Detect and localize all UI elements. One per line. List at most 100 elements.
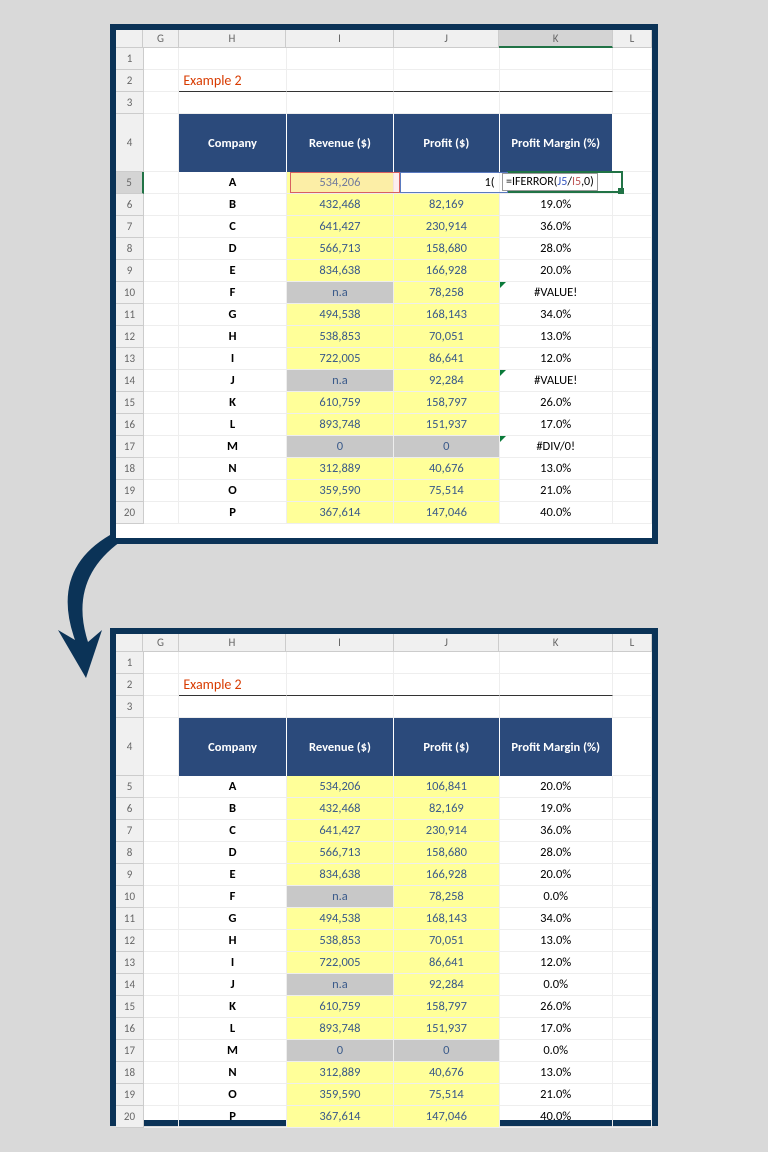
cell[interactable] bbox=[613, 930, 652, 952]
margin-cell[interactable]: 17.0% bbox=[500, 1018, 613, 1040]
row-header-6[interactable]: 6 bbox=[116, 194, 144, 216]
company-cell[interactable]: N bbox=[179, 1062, 286, 1084]
row-header-20[interactable]: 20 bbox=[116, 1106, 144, 1128]
row-header-19[interactable]: 19 bbox=[116, 480, 144, 502]
cell[interactable] bbox=[144, 92, 179, 114]
company-cell[interactable]: P bbox=[179, 502, 286, 524]
cell[interactable] bbox=[144, 348, 179, 370]
cell[interactable] bbox=[613, 1106, 652, 1128]
cell[interactable] bbox=[500, 674, 613, 696]
row-header-13[interactable]: 13 bbox=[116, 952, 144, 974]
revenue-cell[interactable]: 367,614 bbox=[287, 502, 394, 524]
cell[interactable] bbox=[613, 952, 652, 974]
revenue-cell[interactable]: 0 bbox=[287, 1040, 394, 1062]
column-header-H[interactable]: H bbox=[179, 30, 287, 48]
company-cell[interactable]: O bbox=[179, 480, 286, 502]
profit-cell[interactable]: 147,046 bbox=[394, 1106, 499, 1128]
margin-cell[interactable]: 13.0% bbox=[500, 458, 613, 480]
cell[interactable] bbox=[144, 480, 179, 502]
margin-cell[interactable]: 12.0% bbox=[500, 348, 613, 370]
row-header-16[interactable]: 16 bbox=[116, 414, 144, 436]
cell[interactable] bbox=[287, 70, 394, 92]
revenue-cell[interactable]: 893,748 bbox=[287, 414, 394, 436]
row-header-6[interactable]: 6 bbox=[116, 798, 144, 820]
cell[interactable] bbox=[144, 370, 179, 392]
cell[interactable] bbox=[144, 304, 179, 326]
table-header[interactable]: Profit ($) bbox=[394, 718, 499, 776]
row-header-13[interactable]: 13 bbox=[116, 348, 144, 370]
revenue-cell[interactable]: 641,427 bbox=[287, 820, 394, 842]
company-cell[interactable]: K bbox=[179, 392, 286, 414]
table-header[interactable]: Company bbox=[179, 114, 286, 172]
company-cell[interactable]: G bbox=[179, 908, 286, 930]
cell[interactable] bbox=[613, 1062, 652, 1084]
profit-cell[interactable]: 151,937 bbox=[394, 414, 499, 436]
margin-cell[interactable]: 20.0% bbox=[500, 864, 613, 886]
revenue-cell[interactable]: 893,748 bbox=[287, 1018, 394, 1040]
cell[interactable] bbox=[613, 216, 652, 238]
profit-cell[interactable]: 40,676 bbox=[394, 458, 499, 480]
profit-cell[interactable]: 86,641 bbox=[394, 952, 499, 974]
profit-cell[interactable]: 147,046 bbox=[394, 502, 499, 524]
revenue-cell[interactable]: 367,614 bbox=[287, 1106, 394, 1128]
cell[interactable] bbox=[144, 436, 179, 458]
profit-cell[interactable]: 230,914 bbox=[394, 216, 499, 238]
margin-cell[interactable]: 40.0% bbox=[500, 1106, 613, 1128]
margin-cell[interactable]: 20.0% bbox=[500, 260, 613, 282]
cell[interactable] bbox=[613, 458, 652, 480]
company-cell[interactable]: B bbox=[179, 194, 286, 216]
cell[interactable] bbox=[500, 696, 613, 718]
margin-cell[interactable]: 28.0% bbox=[500, 238, 613, 260]
profit-cell[interactable]: 168,143 bbox=[394, 304, 499, 326]
column-header-L[interactable]: L bbox=[613, 30, 652, 48]
row-header-5[interactable]: 5 bbox=[116, 776, 144, 798]
cell[interactable] bbox=[144, 776, 179, 798]
row-header-8[interactable]: 8 bbox=[116, 842, 144, 864]
cell[interactable] bbox=[144, 696, 179, 718]
cell[interactable] bbox=[179, 696, 286, 718]
company-cell[interactable]: M bbox=[179, 436, 286, 458]
title-cell[interactable]: Example 2 bbox=[179, 70, 286, 92]
cell[interactable] bbox=[613, 304, 652, 326]
cell[interactable] bbox=[613, 502, 652, 524]
revenue-cell[interactable]: 722,005 bbox=[287, 348, 394, 370]
cell[interactable] bbox=[613, 114, 652, 172]
cell[interactable] bbox=[613, 48, 652, 70]
cell[interactable] bbox=[144, 952, 179, 974]
revenue-cell[interactable]: n.a bbox=[287, 974, 394, 996]
margin-cell[interactable]: 34.0% bbox=[500, 304, 613, 326]
revenue-cell[interactable]: n.a bbox=[287, 886, 394, 908]
cell[interactable] bbox=[613, 480, 652, 502]
revenue-cell[interactable]: 834,638 bbox=[287, 864, 394, 886]
table-header[interactable]: Profit Margin (%) bbox=[500, 718, 613, 776]
row-header-15[interactable]: 15 bbox=[116, 996, 144, 1018]
company-cell[interactable]: G bbox=[179, 304, 286, 326]
row-header-20[interactable]: 20 bbox=[116, 502, 144, 524]
company-cell[interactable]: C bbox=[179, 216, 286, 238]
cell[interactable] bbox=[287, 48, 394, 70]
profit-cell[interactable]: 40,676 bbox=[394, 1062, 499, 1084]
cell[interactable] bbox=[179, 652, 286, 674]
column-header-J[interactable]: J bbox=[394, 30, 500, 48]
cell[interactable] bbox=[500, 652, 613, 674]
cell[interactable] bbox=[287, 652, 394, 674]
profit-cell[interactable]: 70,051 bbox=[394, 930, 499, 952]
cell[interactable] bbox=[613, 370, 652, 392]
cell[interactable] bbox=[613, 996, 652, 1018]
profit-cell[interactable]: 158,680 bbox=[394, 238, 499, 260]
company-cell[interactable]: H bbox=[179, 326, 286, 348]
row-header-10[interactable]: 10 bbox=[116, 282, 144, 304]
cell[interactable] bbox=[613, 326, 652, 348]
cell[interactable] bbox=[144, 1040, 179, 1062]
cell[interactable] bbox=[287, 696, 394, 718]
company-cell[interactable]: M bbox=[179, 1040, 286, 1062]
column-header-G[interactable]: G bbox=[143, 634, 178, 652]
table-header[interactable]: Revenue ($) bbox=[287, 114, 394, 172]
revenue-cell[interactable]: 494,538 bbox=[287, 908, 394, 930]
margin-cell[interactable]: 0.0% bbox=[500, 886, 613, 908]
revenue-cell[interactable]: 610,759 bbox=[287, 996, 394, 1018]
column-header-I[interactable]: I bbox=[286, 634, 394, 652]
margin-cell[interactable]: 0.0% bbox=[500, 1040, 613, 1062]
cell[interactable] bbox=[613, 908, 652, 930]
row-header-2[interactable]: 2 bbox=[116, 70, 144, 92]
